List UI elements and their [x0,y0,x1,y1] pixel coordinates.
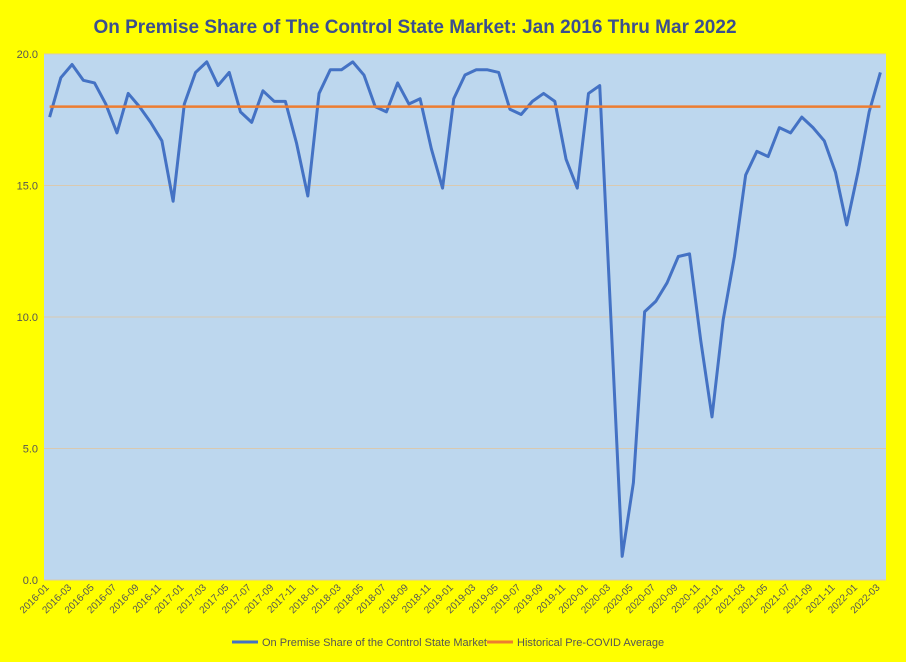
y-axis-ticks: 0.0 5.0 10.0 15.0 20.0 [17,49,38,587]
chart-title: On Premise Share of The Control State Ma… [93,17,736,38]
series-layer [48,60,882,558]
y-tick-label: 20.0 [17,49,38,61]
y-tick-label: 0.0 [23,575,38,587]
legend-label: Historical Pre-COVID Average [517,637,664,649]
y-tick-label: 15.0 [17,181,38,193]
y-tick-label: 5.0 [23,444,38,456]
series-line-on-premise-share [48,60,882,558]
y-tick-label: 10.0 [17,312,38,324]
gridlines [44,53,886,581]
legend-label: On Premise Share of the Control State Ma… [262,637,487,649]
x-axis-ticks: 2016-012016-032016-052016-072016-092016-… [18,582,883,616]
legend: On Premise Share of the Control State Ma… [232,637,664,649]
